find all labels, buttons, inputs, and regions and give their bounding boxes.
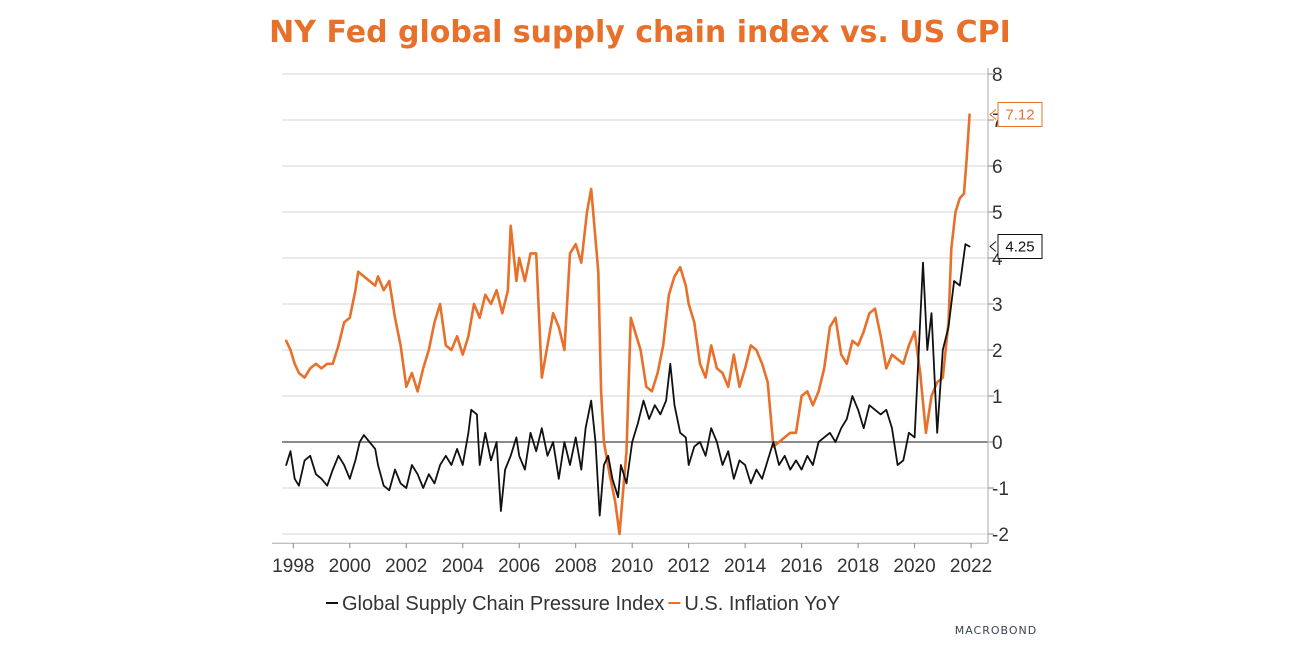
tag-value: 7.12	[1005, 106, 1034, 123]
x-tick-label: 2020	[893, 556, 935, 577]
y-tick-label: 3	[992, 295, 1003, 316]
x-tick-label: 2002	[385, 556, 427, 577]
legend: Global Supply Chain Pressure Index U.S. I…	[326, 593, 840, 615]
x-tick-label: 2014	[724, 556, 767, 577]
y-tick-label: 0	[992, 433, 1003, 454]
last-value-tag-gscpi: 4.25	[989, 234, 1043, 259]
x-tick-label: 2016	[780, 556, 822, 577]
tag-box	[997, 234, 1043, 259]
legend-label-gscpi: Global Supply Chain Pressure Index	[342, 593, 664, 615]
value-tags: 4.25 7.12	[989, 101, 1043, 259]
last-value-tag-cpi: 7.12	[989, 101, 1043, 127]
x-tick-label: 1998	[272, 556, 314, 577]
legend-label-cpi: U.S. Inflation YoY	[684, 593, 840, 615]
x-tick-label: 2008	[555, 556, 597, 577]
x-tick-label: 2004	[442, 556, 485, 577]
y-tick-label: 2	[992, 341, 1003, 362]
x-tick-label: 2006	[498, 556, 540, 577]
x-tick-label: 2012	[668, 556, 710, 577]
series-lines	[284, 113, 971, 536]
y-tick-label: 5	[992, 203, 1003, 224]
y-tick-label: -1	[992, 479, 1009, 500]
y-tick-label: 4	[992, 249, 1003, 270]
axes: 8 7 6 5 4 3 2 1 0 -1 -2 1998 2000 2002 2004 2006 2008 201…	[272, 65, 1009, 577]
gridlines	[282, 73, 988, 535]
y-tick-label: 8	[992, 65, 1003, 86]
series-line-gscpi	[285, 243, 971, 517]
tag-pointer	[989, 109, 997, 120]
y-tick-label: 7	[992, 111, 1003, 132]
tag-value: 4.25	[1005, 239, 1034, 256]
macrobond-logo: MACROBOND	[955, 624, 1038, 637]
x-tick-label: 2022	[950, 556, 992, 577]
y-tick-label: 1	[992, 387, 1003, 408]
y-tick-label: 6	[992, 157, 1003, 178]
x-tick-label: 2000	[329, 556, 371, 577]
y-tick-label: -2	[992, 525, 1009, 546]
chart-title: NY Fed global supply chain index vs. US …	[269, 15, 1011, 50]
tag-box	[997, 101, 1043, 127]
tag-pointer	[989, 241, 997, 252]
x-tick-label: 2018	[837, 556, 879, 577]
x-tick-label: 2010	[611, 556, 653, 577]
series-line-cpi	[284, 113, 971, 536]
